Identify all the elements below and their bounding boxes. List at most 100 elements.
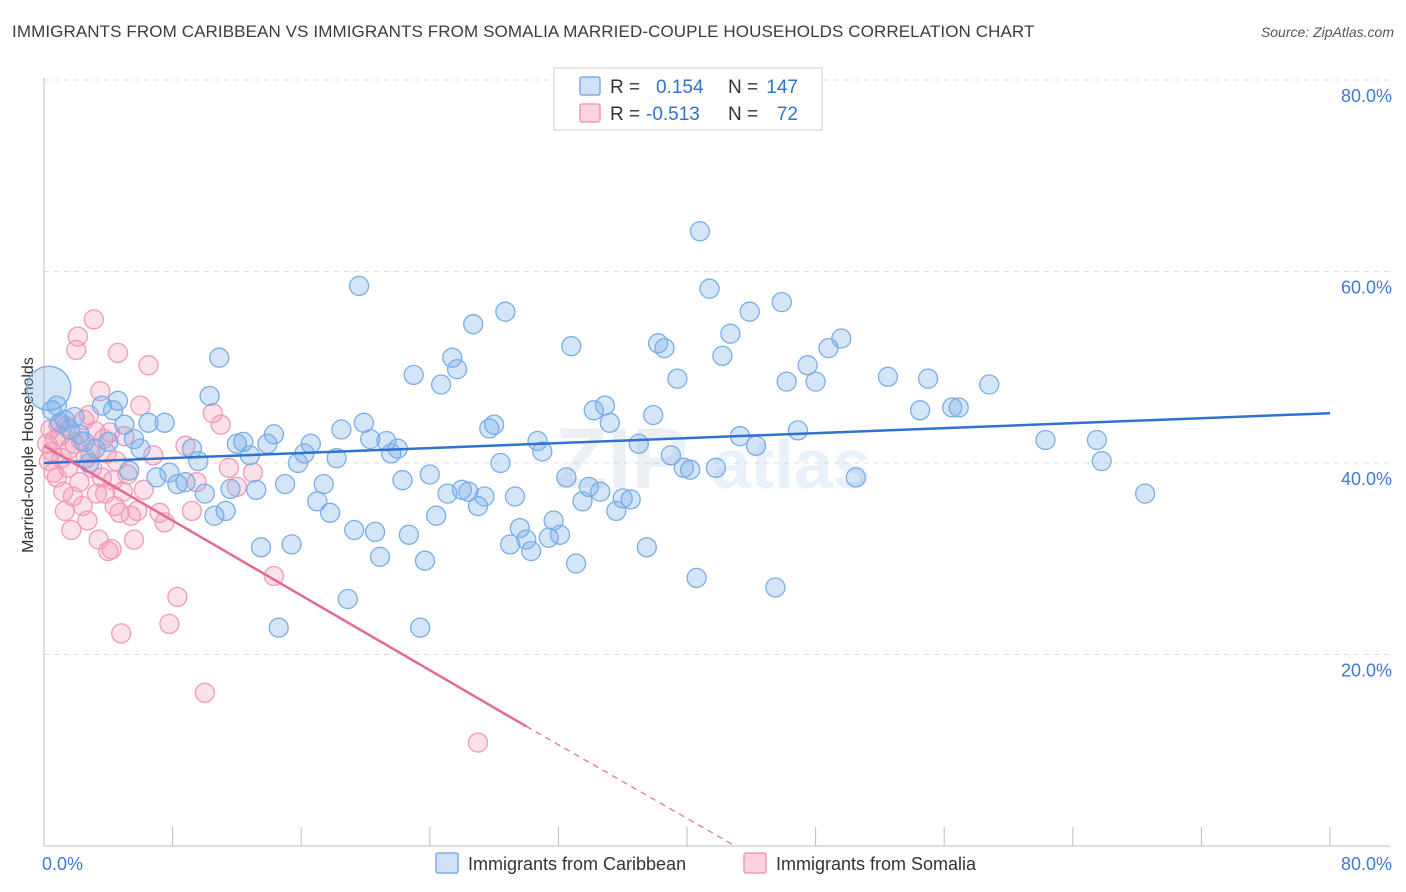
caribbean-point-15: [114, 414, 135, 435]
caribbean-point-129: [845, 467, 866, 488]
caribbean-point-71: [446, 359, 468, 380]
caribbean-point-120: [745, 435, 767, 456]
somalia-point-59: [159, 613, 180, 635]
caribbean-point-136: [1035, 429, 1056, 451]
caribbean-point-115: [705, 457, 727, 478]
caribbean-point-45: [300, 433, 321, 454]
caribbean-point-105: [643, 404, 664, 426]
caribbean-point-131: [909, 400, 931, 421]
bottom-legend: Immigrants from Caribbean Immigrants fro…: [435, 852, 977, 874]
trend-line-caribbean: [43, 411, 1331, 465]
caribbean-point-119: [739, 301, 760, 322]
caribbean-point-22: [159, 462, 180, 483]
bottom-legend-label-caribbean: Immigrants from Caribbean: [468, 854, 686, 874]
caribbean-point-12: [98, 431, 119, 453]
legend-r-value-caribbean: 0.154: [656, 77, 704, 98]
caribbean-point-76: [474, 486, 495, 507]
caribbean-point-42: [281, 534, 302, 555]
caribbean-point-79: [490, 452, 511, 474]
caribbean-point-92: [561, 336, 582, 357]
legend-r-value-somalia: -0.513: [646, 104, 700, 125]
caribbean-point-134: [948, 397, 969, 418]
caribbean-point-61: [392, 470, 413, 491]
somalia-point-66: [210, 414, 231, 435]
somalia-point-25: [77, 510, 98, 531]
somalia-point-60: [167, 586, 188, 608]
caribbean-point-137: [1086, 429, 1108, 451]
caribbean-point-112: [686, 567, 707, 589]
caribbean-point-55: [360, 428, 381, 450]
caribbean-point-74: [463, 314, 484, 335]
somalia-point-33: [90, 381, 111, 402]
caribbean-point-68: [430, 374, 452, 395]
caribbean-point-5: [59, 419, 80, 440]
caribbean-point-116: [712, 345, 733, 366]
caribbean-point-10: [85, 438, 106, 459]
caribbean-point-124: [787, 420, 809, 441]
somalia-point-54: [133, 479, 154, 500]
caribbean-point-83: [509, 517, 530, 539]
caribbean-point-53: [348, 275, 370, 297]
caribbean-point-18: [130, 438, 151, 459]
caribbean-point-99: [599, 412, 620, 433]
caribbean-point-85: [520, 540, 542, 562]
caribbean-point-28: [199, 385, 220, 407]
caribbean-point-78: [483, 414, 505, 435]
caribbean-point-73: [458, 481, 479, 502]
legend-swatch-somalia: [579, 103, 601, 123]
caribbean-point-37: [250, 537, 272, 558]
somalia-point-53: [130, 395, 151, 416]
legend-r-label-2: R =: [610, 104, 640, 125]
caribbean-point-80: [495, 301, 516, 322]
caribbean-point-49: [326, 448, 347, 469]
legend-n-label-1: N =: [728, 77, 758, 98]
somalia-point-65: [202, 403, 223, 424]
caribbean-point-63: [403, 364, 424, 386]
caribbean-point-8: [74, 431, 95, 453]
caribbean-point-103: [628, 433, 649, 454]
bottom-legend-swatch-caribbean: [435, 852, 459, 874]
caribbean-point-81: [500, 534, 521, 555]
caribbean-point-90: [549, 524, 571, 545]
caribbean-point-29: [204, 505, 225, 526]
somalia-point-19: [67, 326, 88, 347]
caribbean-point-31: [215, 500, 236, 522]
x-tick-label-max: 80.0%: [1341, 854, 1392, 874]
caribbean-point-23: [167, 473, 188, 495]
caribbean-point-56: [364, 521, 386, 543]
caribbean-point-6: [64, 406, 85, 428]
somalia-point-29: [83, 309, 104, 330]
caribbean-point-36: [246, 479, 267, 500]
caribbean-point-21: [154, 412, 175, 433]
caribbean-point-13: [102, 400, 124, 421]
caribbean-point-117: [720, 323, 741, 344]
caribbean-point-39: [263, 424, 285, 445]
caribbean-point-123: [776, 371, 797, 392]
caribbean-point-52: [344, 519, 365, 541]
y-axis-title: Married-couple Households: [20, 357, 37, 553]
bottom-legend-label-somalia: Immigrants from Somalia: [776, 854, 977, 874]
somalia-point-55: [138, 355, 159, 376]
caribbean-point-97: [590, 481, 611, 502]
caribbean-point-30: [209, 347, 230, 368]
caribbean-point-104: [636, 537, 657, 558]
caribbean-point-128: [831, 328, 852, 349]
caribbean-point-47: [313, 473, 334, 495]
caribbean-point-34: [233, 431, 254, 453]
caribbean-point-96: [583, 400, 604, 421]
somalia-point-62: [181, 500, 203, 522]
caribbean-point-11: [91, 395, 113, 416]
caribbean-point-100: [606, 500, 627, 522]
somalia-point-40: [101, 539, 122, 560]
caribbean-point-122: [771, 291, 792, 313]
y-tick-label-2: 40.0%: [1341, 469, 1392, 489]
caribbean-point-109: [667, 368, 688, 389]
caribbean-point-65: [414, 550, 436, 571]
caribbean-point-51: [337, 588, 358, 610]
somalia-point-51: [123, 529, 145, 550]
caribbean-point-24: [175, 472, 196, 493]
chart-title: IMMIGRANTS FROM CARIBBEAN VS IMMIGRANTS …: [12, 22, 1035, 41]
caribbean-point-40: [268, 617, 289, 638]
somalia-point-31: [86, 483, 108, 504]
caribbean-point-91: [556, 467, 577, 488]
